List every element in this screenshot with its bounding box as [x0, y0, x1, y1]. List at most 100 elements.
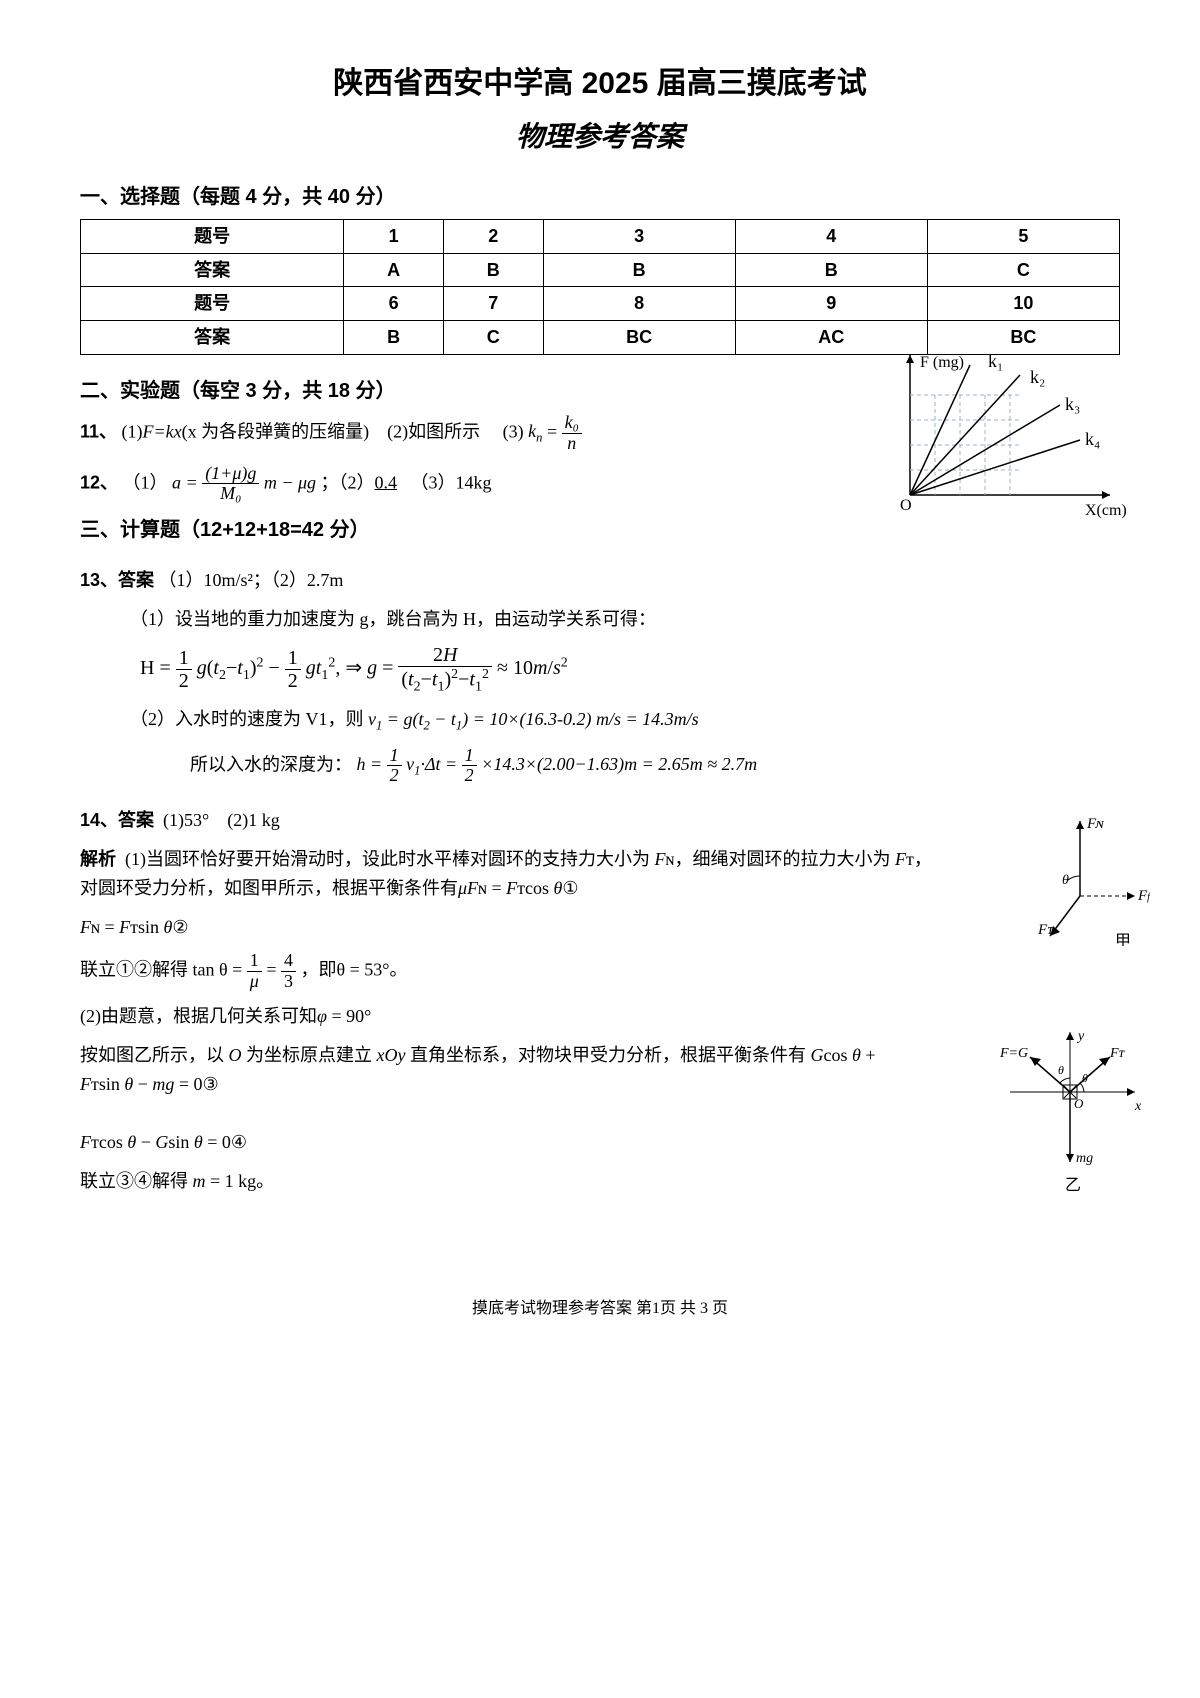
- q14-p3-post: ，即θ = 53°。: [300, 960, 407, 980]
- row-label: 题号: [81, 287, 344, 321]
- q11-kn: kn: [528, 421, 542, 441]
- frac-num: (1+μ)g: [202, 464, 259, 485]
- q13-eq1: H = 12 g(t2−t1)2 − 12 gt12, ⇒ g = 2H(t2−…: [140, 644, 1120, 695]
- answer-table: 题号 1 2 3 4 5 答案 A B B B C 题号 6 7 8 9 10 …: [80, 219, 1120, 355]
- graph-figure: F (mg) X(cm) O k₁ k₂ k₃ k₄: [880, 345, 1130, 525]
- ft-label: Fᴛ: [1109, 1046, 1126, 1061]
- q14-label: 14、答案: [80, 810, 154, 830]
- q14-block2: y x F=G Fᴛ θ θ O mg 乙 (2)由题意，根据几何关系可知φ =…: [80, 1002, 1120, 1196]
- cell: B: [344, 321, 444, 355]
- cell: 6: [344, 287, 444, 321]
- q13-p2-a: （2）入水时的速度为 V1，则: [130, 709, 368, 729]
- series-k2: k₂: [1030, 367, 1045, 387]
- table-row: 答案 A B B B C: [81, 253, 1120, 287]
- q14-p3: 联立①②解得 tan θ = 1μ = 43 ，即θ = 53°。: [80, 951, 1120, 992]
- q12-a: a =: [172, 472, 202, 492]
- q14-p3-eq: =: [266, 960, 281, 980]
- y-label: y: [1076, 1029, 1085, 1044]
- q12-p2-pre: ；（2）: [321, 472, 375, 492]
- table-row: 题号 6 7 8 9 10: [81, 287, 1120, 321]
- cell: 1: [344, 219, 444, 253]
- q13-p2-formula: v1 = g(t2 − t1) = 10×(16.3-0.2) m/s = 14…: [368, 709, 699, 729]
- q13-p3-formula: h = 12 v1·Δt = 12 ×14.3×(2.00−1.63)m = 2…: [357, 754, 758, 774]
- cell: C: [927, 253, 1119, 287]
- series-k4: k₄: [1085, 429, 1100, 449]
- q11-p2: (2)如图所示: [387, 421, 480, 441]
- cell: 2: [443, 219, 543, 253]
- cell: B: [443, 253, 543, 287]
- q13-ans: （1）10m/s²；（2）2.7m: [159, 570, 344, 590]
- ft-label: Fᴛ: [1037, 922, 1054, 938]
- cell: B: [543, 253, 735, 287]
- figure-yi: y x F=G Fᴛ θ θ O mg 乙: [1000, 1022, 1150, 1202]
- q14: 14、答案 (1)53° (2)1 kg: [80, 806, 1120, 835]
- q11-p1-post: (x 为各段弹簧的压缩量): [182, 421, 370, 441]
- q13-p2: （2）入水时的速度为 V1，则 v1 = g(t2 − t1) = 10×(16…: [130, 705, 1120, 736]
- o-label: O: [1074, 1096, 1084, 1111]
- mg-label: mg: [1076, 1151, 1093, 1166]
- q14-p7: 联立③④解得 m = 1 kg。: [80, 1167, 1120, 1196]
- q14-p1-text: (1)当圆环恰好要开始滑动时，设此时水平棒对圆环的支持力大小为 Fɴ，细绳对圆环…: [80, 849, 932, 898]
- q13-p1: （1）设当地的重力加速度为 g，跳台高为 H，由运动学关系可得：: [130, 605, 1120, 634]
- q12-frac: (1+μ)g M₀: [202, 464, 259, 505]
- fig-name: 乙: [1065, 1177, 1081, 1194]
- section1-header: 一、选择题（每题 4 分，共 40 分）: [80, 181, 1120, 213]
- q12-mid: m − μg: [264, 472, 316, 492]
- frac-den: n: [562, 434, 582, 454]
- q13: 13、答案 （1）10m/s²；（2）2.7m: [80, 566, 1120, 595]
- row-label: 题号: [81, 219, 344, 253]
- q12-label: 12、: [80, 472, 118, 492]
- cell: 10: [927, 287, 1119, 321]
- cell: 7: [443, 287, 543, 321]
- cell: 4: [735, 219, 927, 253]
- figure-jia: Fɴ Ff Fᴛ θ 甲: [1020, 806, 1150, 946]
- cell: BC: [543, 321, 735, 355]
- q13-label: 13、答案: [80, 570, 154, 590]
- q12-p3: （3）14kg: [411, 472, 492, 492]
- y-axis-label: F (mg): [920, 354, 964, 371]
- x-label: x: [1134, 1099, 1142, 1114]
- q11-p1-formula: F=kx: [143, 421, 182, 441]
- series-k3: k₃: [1065, 394, 1080, 414]
- cell: C: [443, 321, 543, 355]
- q12-p2-val: 0.4: [375, 472, 398, 492]
- q14-p3-pre: 联立①②解得 tan θ =: [80, 960, 247, 980]
- q11-frac: k₀ n: [562, 413, 582, 454]
- theta2: θ: [1082, 1071, 1088, 1085]
- fg-label: F=G: [1000, 1046, 1028, 1061]
- ff-label: Ff: [1137, 888, 1150, 904]
- title-main: 陕西省西安中学高 2025 届高三摸底考试: [80, 60, 1120, 108]
- theta1: θ: [1058, 1063, 1064, 1077]
- frac-den: M₀: [202, 484, 259, 504]
- q13-p3: 所以入水的深度为： h = 12 v1·Δt = 12 ×14.3×(2.00−…: [190, 746, 1120, 787]
- x-axis-label: X(cm): [1085, 502, 1127, 519]
- fig-name: 甲: [1115, 933, 1131, 946]
- q11-eq: =: [547, 421, 562, 441]
- q14-p5: 按如图乙所示，以 O 为坐标原点建立 xOy 直角坐标系，对物块甲受力分析，根据…: [80, 1041, 900, 1099]
- q14-p2: Fɴ = Fᴛsin θ②: [80, 913, 1120, 942]
- q14-ans: (1)53° (2)1 kg: [163, 810, 280, 830]
- table-row: 题号 1 2 3 4 5: [81, 219, 1120, 253]
- q11-p3-pre: (3): [503, 421, 524, 441]
- q14-p4: (2)由题意，根据几何关系可知φ = 90°: [80, 1002, 1120, 1031]
- row-label: 答案: [81, 253, 344, 287]
- fn-label: Fɴ: [1086, 816, 1104, 832]
- q11-p1-pre: (1): [122, 421, 143, 441]
- q12-p1-pre: （1）: [123, 472, 168, 492]
- section2-block: 二、实验题（每空 3 分，共 18 分） F (mg) X(cm) O k₁ k…: [80, 375, 1120, 546]
- cell: 3: [543, 219, 735, 253]
- page-footer: 摸底考试物理参考答案 第1页 共 3 页: [80, 1296, 1120, 1322]
- title-sub: 物理参考答案: [80, 116, 1120, 161]
- q13-p3-text: 所以入水的深度为：: [190, 754, 352, 774]
- q11-label: 11、: [80, 421, 117, 441]
- cell: 5: [927, 219, 1119, 253]
- q14-p6: Fᴛcos θ − Gsin θ = 0④: [80, 1128, 1120, 1157]
- cell: 8: [543, 287, 735, 321]
- cell: 9: [735, 287, 927, 321]
- theta-label: θ: [1062, 873, 1069, 888]
- cell: A: [344, 253, 444, 287]
- frac-num: k₀: [562, 413, 582, 434]
- q14-block: Fɴ Ff Fᴛ θ 甲 14、答案 (1)53° (2)1 kg 解析 (1)…: [80, 806, 1120, 992]
- row-label: 答案: [81, 321, 344, 355]
- series-k1: k₁: [988, 351, 1003, 371]
